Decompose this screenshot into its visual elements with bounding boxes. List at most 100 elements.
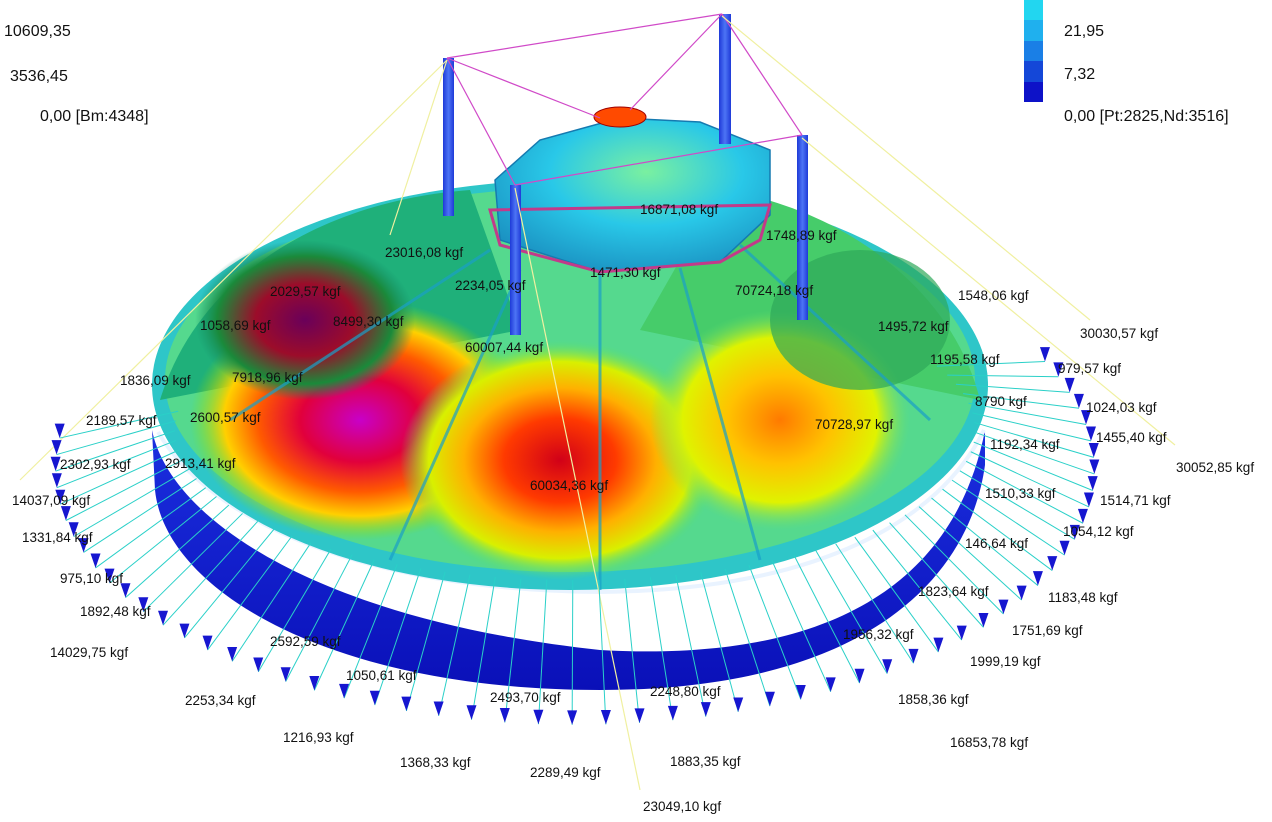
load-label: 1836,09 kgf	[120, 373, 191, 388]
compression-ring	[488, 203, 772, 274]
anchor-arrow	[51, 440, 62, 455]
load-label: 1858,36 kgf	[898, 692, 969, 707]
color-scale-bar	[1024, 0, 1043, 102]
anchor-arrow	[978, 612, 989, 628]
legend-left-value-3: 0,00 [Bm:4348]	[40, 108, 149, 125]
load-label: 1183,48 kgf	[1048, 590, 1118, 605]
anchor-cable	[343, 564, 398, 699]
load-label: 1368,33 kgf	[400, 755, 471, 770]
anchor-cable	[951, 479, 1065, 556]
anchor-arrow	[933, 637, 944, 653]
anchor-arrow	[202, 635, 213, 651]
load-label: 1892,48 kgf	[80, 604, 151, 619]
anchor-cable	[942, 488, 1053, 571]
load-label: 1823,64 kgf	[918, 584, 989, 599]
load-label: 30052,85 kgf	[1176, 460, 1254, 475]
anchor-arrow	[667, 705, 678, 721]
anchor-arrow	[280, 667, 291, 682]
load-label: 1024,03 kgf	[1086, 400, 1157, 415]
anchor-arrow	[600, 709, 611, 725]
anchor-arrow	[138, 597, 149, 612]
guy-cables	[19, 15, 1176, 791]
load-label: 1192,34 kgf	[990, 437, 1060, 452]
anchor-arrow	[825, 677, 836, 692]
legend-left-value-2: 3536,45	[10, 68, 68, 85]
anchor-cable	[814, 549, 888, 674]
anchor-arrow	[998, 599, 1009, 615]
load-label: 2592,59 kgf	[270, 634, 341, 649]
anchor-cable	[537, 579, 548, 725]
anchor-cable	[257, 548, 332, 673]
anchor-arrow	[60, 506, 71, 521]
anchor-cable	[313, 559, 375, 691]
load-label: 2029,57 kgf	[270, 284, 341, 299]
load-label: 979,57 kgf	[1058, 361, 1121, 376]
load-label: 1050,61 kgf	[346, 668, 417, 683]
anchor-cable	[285, 554, 353, 682]
anchor-arrow	[90, 553, 101, 568]
anchor-arrow	[253, 657, 264, 672]
load-label: 1956,32 kgf	[843, 627, 914, 642]
anchor-arrow	[956, 625, 967, 641]
color-scale-swatch	[1024, 81, 1043, 102]
load-label: 16871,08 kgf	[640, 202, 718, 217]
anchor-cable	[793, 555, 861, 684]
anchor-arrow	[1064, 377, 1075, 393]
anchor-cable	[649, 577, 674, 721]
anchor-arrow	[1039, 347, 1050, 362]
mast-front-right	[797, 135, 808, 320]
anchor-cable	[904, 514, 1004, 615]
load-label: 2913,41 kgf	[165, 456, 236, 471]
anchor-cable	[56, 420, 176, 456]
anchor-cable	[965, 460, 1084, 524]
anchor-cables	[55, 361, 1095, 725]
load-label: 1883,35 kgf	[670, 754, 741, 769]
anchor-arrow	[104, 568, 115, 584]
anchor-load-arrows	[50, 347, 1100, 725]
legend-right-value-2: 7,32	[1064, 66, 1096, 83]
anchor-arrow	[908, 648, 919, 664]
top-cables	[446, 13, 803, 186]
load-label: 1495,72 kgf	[878, 319, 949, 334]
load-label: 2289,49 kgf	[530, 765, 601, 780]
anchor-arrow	[1088, 442, 1099, 458]
anchor-cable	[571, 579, 574, 725]
load-label: 1748,89 kgf	[766, 228, 837, 243]
anchor-cable	[675, 575, 707, 717]
legend-left-value-1: 10609,35	[4, 23, 71, 40]
load-label: 1216,93 kgf	[283, 730, 354, 745]
load-label: 1751,69 kgf	[1012, 623, 1083, 638]
anchor-arrow	[1085, 426, 1096, 441]
stress-zone-center	[400, 340, 720, 580]
load-label: 2600,57 kgf	[190, 410, 261, 425]
anchor-cable	[724, 568, 771, 707]
anchor-arrow	[1081, 410, 1092, 425]
anchor-cable	[60, 449, 179, 505]
anchor-arrow	[433, 701, 444, 716]
anchor-cable	[109, 496, 217, 584]
anchor-cable	[207, 535, 293, 651]
anchor-arrow	[700, 702, 711, 717]
anchor-cable	[438, 574, 471, 716]
anchor-cable	[504, 578, 522, 723]
anchor-cable	[374, 568, 422, 706]
anchor-cable	[59, 410, 179, 439]
anchor-cable	[872, 529, 963, 641]
load-label: 14037,09 kgf	[12, 493, 90, 508]
load-label: 7918,96 kgf	[232, 370, 303, 385]
anchor-arrow	[68, 522, 79, 537]
anchor-arrow	[369, 690, 380, 706]
anchor-arrow	[1059, 540, 1070, 556]
anchor-cable	[405, 571, 446, 712]
anchor-arrow	[78, 538, 89, 553]
load-label: 1999,19 kgf	[970, 654, 1041, 669]
mast-back-right	[719, 14, 731, 144]
anchor-arrow	[567, 710, 578, 725]
anchor-arrow	[158, 610, 169, 626]
anchor-arrow	[50, 456, 61, 472]
anchor-arrow	[309, 675, 320, 691]
anchor-arrow	[339, 683, 350, 699]
anchor-arrow	[1032, 571, 1043, 586]
anchor-cable	[973, 441, 1093, 491]
